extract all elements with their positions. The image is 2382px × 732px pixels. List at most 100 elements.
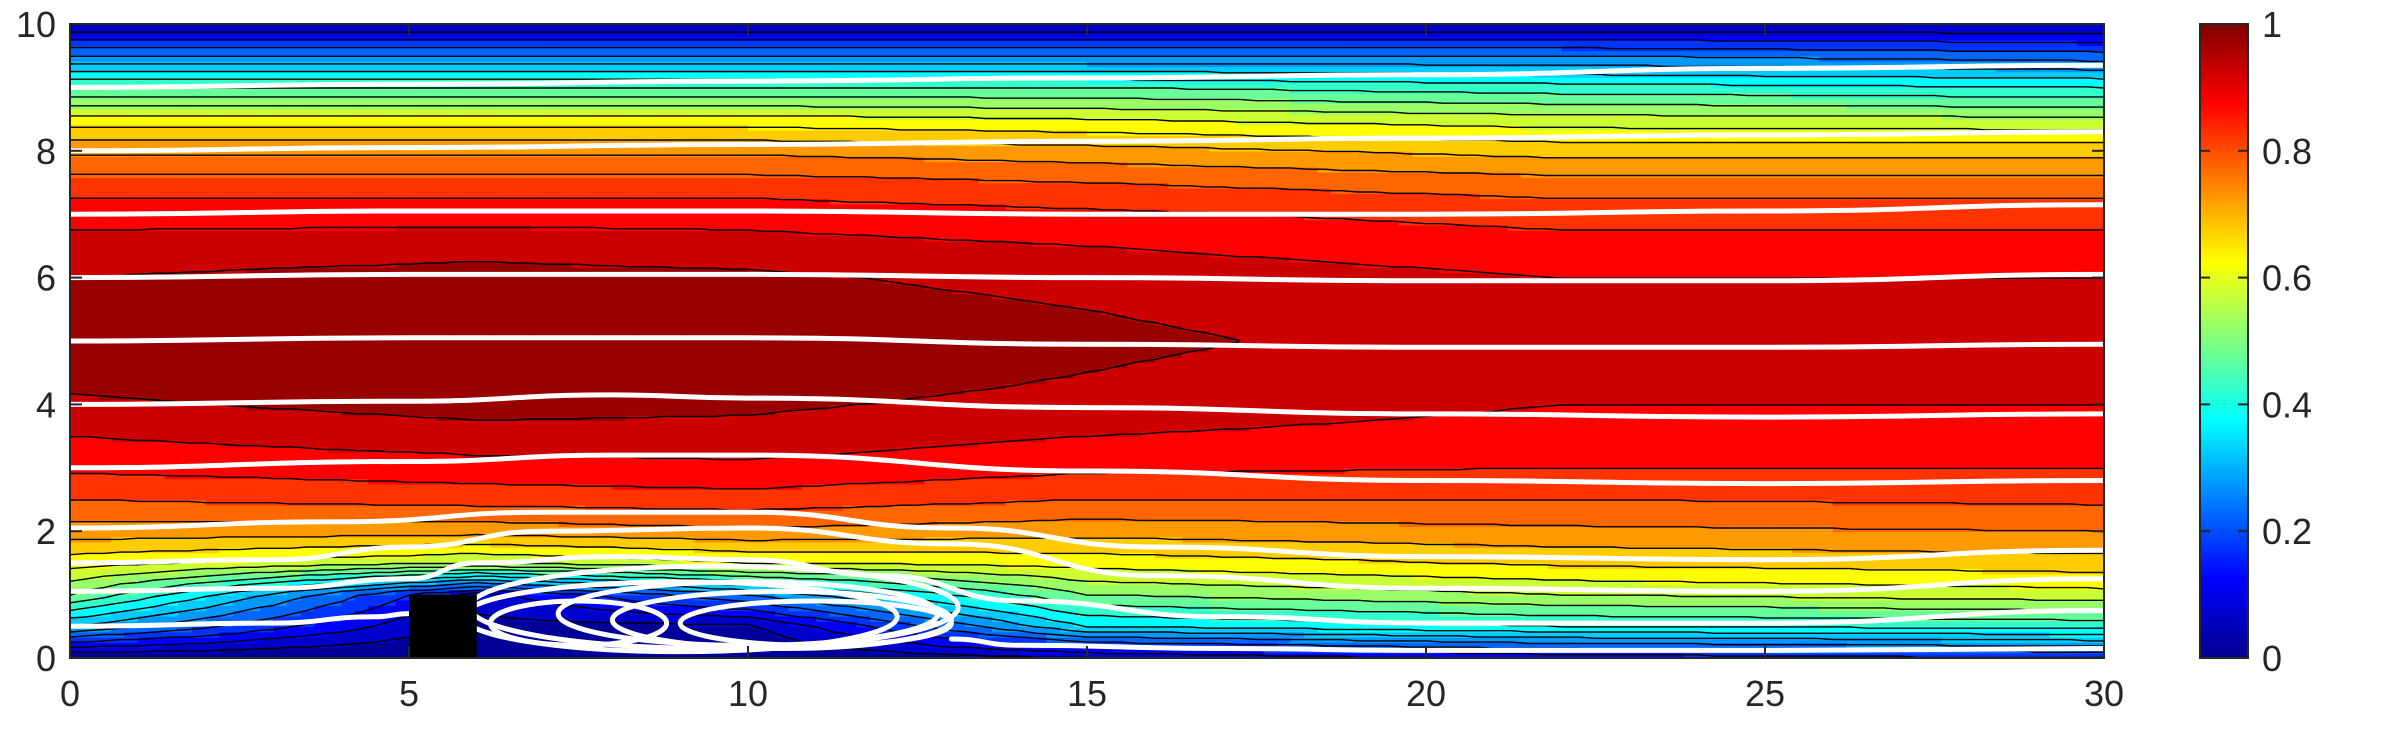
field-cell	[517, 605, 532, 612]
field-cell	[598, 240, 614, 247]
field-cell	[517, 647, 532, 654]
field-cell	[476, 256, 492, 263]
field-cell	[205, 525, 220, 532]
field-cell	[490, 346, 505, 353]
field-cell	[178, 288, 193, 295]
field-cell	[395, 92, 410, 99]
field-cell	[164, 219, 180, 226]
field-cell	[205, 430, 220, 437]
field-cell	[192, 224, 207, 231]
field-cell	[517, 256, 532, 263]
field-cell	[463, 267, 478, 274]
field-cell	[436, 467, 451, 474]
field-cell	[612, 383, 627, 390]
field-cell	[517, 441, 532, 448]
field-cell	[164, 230, 180, 237]
field-cell	[585, 531, 600, 538]
field-cell	[314, 525, 329, 532]
field-cell	[178, 457, 193, 464]
field-cell	[381, 256, 397, 263]
field-cell	[259, 404, 275, 411]
field-cell	[585, 494, 600, 501]
field-cell	[368, 314, 383, 321]
field-cell	[436, 55, 451, 62]
field-cell	[558, 536, 573, 543]
field-cell	[476, 304, 492, 311]
field-cell	[409, 430, 424, 437]
field-cell	[517, 362, 532, 369]
field-cell	[517, 129, 532, 136]
field-cell	[517, 420, 532, 427]
field-cell	[436, 520, 451, 527]
field-cell	[286, 483, 302, 490]
field-cell	[531, 652, 546, 658]
field-cell	[259, 547, 275, 554]
field-cell	[463, 108, 478, 115]
field-cell	[571, 372, 587, 379]
field-cell	[625, 325, 641, 332]
field-cell	[612, 330, 627, 337]
field-cell	[110, 240, 126, 247]
field-cell	[463, 261, 478, 268]
field-cell	[368, 97, 383, 105]
field-cell	[571, 113, 587, 120]
field-cell	[490, 193, 505, 200]
field-cell	[232, 425, 248, 432]
field-cell	[544, 346, 559, 353]
field-cell	[558, 351, 573, 358]
field-cell	[205, 599, 220, 606]
field-cell	[368, 351, 383, 358]
field-cell	[314, 251, 329, 258]
field-cell	[517, 309, 532, 316]
field-cell	[625, 319, 641, 326]
field-cell	[368, 473, 383, 480]
field-cell	[476, 430, 492, 437]
field-cell	[449, 351, 465, 358]
field-cell	[110, 647, 126, 654]
field-cell	[314, 409, 329, 416]
field-cell	[164, 161, 180, 168]
field-cell	[503, 288, 519, 295]
field-cell	[219, 367, 234, 374]
field-cell	[544, 488, 559, 496]
field-cell	[192, 66, 207, 73]
field-cell	[286, 362, 302, 369]
field-cell	[341, 108, 356, 115]
field-cell	[70, 647, 85, 654]
field-cell	[137, 97, 153, 105]
field-cell	[286, 499, 302, 506]
field-cell	[300, 119, 315, 126]
field-cell	[517, 161, 532, 168]
field-cell	[70, 325, 85, 332]
field-cell	[205, 224, 220, 231]
field-cell	[612, 605, 627, 612]
field-cell	[83, 504, 98, 511]
field-cell	[192, 230, 207, 237]
field-cell	[137, 356, 153, 363]
field-cell	[463, 24, 478, 31]
field-cell	[286, 304, 302, 311]
field-cell	[490, 446, 505, 453]
field-cell	[476, 166, 492, 173]
field-cell	[436, 446, 451, 453]
field-cell	[137, 473, 153, 480]
field-cell	[232, 615, 248, 622]
field-cell	[314, 652, 329, 658]
field-cell	[625, 261, 641, 268]
field-cell	[124, 277, 139, 284]
field-cell	[327, 494, 342, 501]
field-cell	[490, 377, 505, 385]
field-cell	[97, 531, 112, 538]
field-cell	[273, 230, 288, 237]
field-cell	[381, 341, 397, 348]
field-cell	[246, 547, 261, 554]
field-cell	[137, 129, 153, 136]
field-cell	[110, 499, 126, 506]
field-cell	[598, 367, 614, 374]
field-cell	[612, 113, 627, 120]
field-cell	[137, 325, 153, 332]
field-cell	[612, 562, 627, 569]
field-cell	[598, 245, 614, 252]
field-cell	[395, 330, 410, 337]
field-cell	[409, 293, 424, 300]
